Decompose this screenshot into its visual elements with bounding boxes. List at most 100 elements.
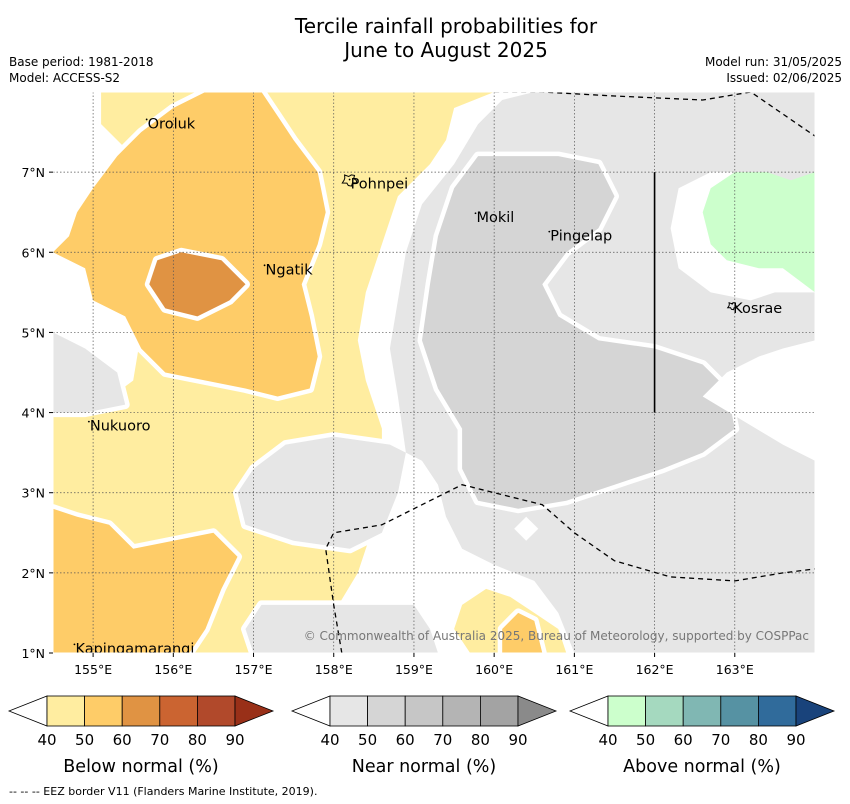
place-marker-nukuoro [87, 420, 90, 423]
legend-swatch-50 [367, 695, 406, 727]
legend-tick-label-60: 60 [674, 731, 693, 749]
legend-swatch-40 [329, 695, 368, 727]
x-tick-label-163: 163°E [716, 662, 754, 677]
model-name: Model: ACCESS-S2 [9, 71, 121, 85]
legend-extend-high [234, 695, 275, 727]
model-run: Model run: 31/05/2025 [704, 55, 842, 69]
x-tick-label-161: 161°E [555, 662, 593, 677]
legend-swatch-60 [121, 695, 161, 727]
legend-tick-label-50: 50 [358, 731, 377, 749]
x-tick-label-160: 160°E [475, 662, 513, 677]
region-near-40-9 [241, 600, 443, 653]
x-tick-label-158: 158°E [315, 662, 353, 677]
plot-area: Oroluk Pohnpei Mokil Pingelap Ngatik Kosrae Nu… [53, 92, 815, 657]
copyright-notice: © Commonwealth of Australia 2025, Bureau… [304, 629, 809, 643]
region-below-threshold-1 [702, 340, 815, 461]
title-line-2: June to August 2025 [344, 38, 548, 62]
legend-tick-label-80: 80 [471, 731, 490, 749]
legend-swatch-70 [159, 695, 198, 727]
legend-group-title: Near normal (%) [352, 757, 497, 777]
legend-swatch-50 [645, 695, 684, 727]
legend-swatch-80 [196, 695, 236, 727]
issued-date: Issued: 02/06/2025 [726, 71, 842, 85]
legend-extend-low [290, 695, 331, 727]
region-near-40-8 [53, 327, 130, 418]
region-diamond [514, 516, 539, 541]
y-tick-label-6: 6°N [21, 245, 45, 260]
legend-swatch-40 [46, 695, 85, 727]
legend-extend-low [7, 695, 48, 727]
place-marker-pingelap [548, 230, 551, 233]
legend-tick-label-90: 90 [786, 731, 805, 749]
legend-swatch-80 [479, 695, 519, 727]
place-marker-ngatik [263, 264, 266, 267]
x-tick-label-156: 156°E [154, 662, 192, 677]
legend-swatch-80 [758, 695, 797, 727]
legend-group-1: 40 50 60 70 80 90 Near normal (%) [290, 695, 558, 777]
legend-tick-label-60: 60 [113, 731, 132, 749]
place-label-ngatik: Ngatik [266, 262, 314, 278]
place-marker-kapingamarangi [73, 643, 76, 646]
place-marker-oroluk [145, 118, 148, 121]
legend-tick-label-90: 90 [508, 731, 527, 749]
legend-swatch-60 [682, 695, 722, 727]
place-marker-pohnpei [348, 178, 351, 181]
legend-tick-label-70: 70 [150, 731, 169, 749]
eez-border-0 [494, 92, 815, 137]
probability-map: Oroluk Pohnpei Mokil Pingelap Ngatik Kosrae Nu… [21, 91, 816, 677]
legend-tick-label-50: 50 [75, 731, 94, 749]
y-tick-label-1: 1°N [21, 646, 45, 661]
legend-tick-label-40: 40 [320, 731, 339, 749]
place-label-pohnpei: Pohnpei [351, 177, 409, 193]
legend-group-title: Below normal (%) [63, 757, 218, 777]
legend-tick-label-40: 40 [598, 731, 617, 749]
x-tick-label-162: 162°E [636, 662, 674, 677]
legend-tick-label-80: 80 [749, 731, 768, 749]
region-below-threshold-0 [53, 172, 78, 253]
eez-footnote: -- -- -- EEZ border V11 (Flanders Marine… [9, 785, 318, 798]
y-tick-label-5: 5°N [21, 325, 45, 340]
place-label-pingelap: Pingelap [550, 229, 612, 245]
legend-tick-label-70: 70 [711, 731, 730, 749]
base-period: Base period: 1981-2018 [9, 55, 154, 69]
x-tick-label-157: 157°E [235, 662, 273, 677]
eez-border-1 [325, 484, 815, 653]
region-below-50-4 [53, 504, 242, 653]
legend-tick-label-70: 70 [433, 731, 452, 749]
legend-tick-label-80: 80 [188, 731, 207, 749]
place-label-kosrae: Kosrae [733, 301, 782, 317]
legend-area: 40 50 60 70 80 90 Below normal (%) 40 50 60 70 80 90… [7, 695, 836, 777]
y-tick-label-4: 4°N [21, 406, 45, 421]
place-label-mokil: Mokil [477, 210, 515, 226]
island-outline-pohnpei [341, 174, 358, 187]
title-line-1: Tercile rainfall probabilities for [294, 14, 598, 38]
legend-extend-low [568, 695, 609, 727]
place-marker-mokil [474, 212, 477, 215]
plot-frame [52, 91, 816, 654]
legend-group-title: Above normal (%) [623, 757, 781, 777]
y-tick-label-2: 2°N [21, 566, 45, 581]
legend-group-0: 40 50 60 70 80 90 Below normal (%) [7, 695, 275, 777]
place-marker-kosrae [731, 302, 734, 305]
legend-layer: 40 50 60 70 80 90 Below normal (%) 40 50 60 70 80 90… [7, 695, 836, 777]
legend-extend-high [795, 695, 836, 727]
legend-extend-high [517, 695, 558, 727]
legend-tick-label-90: 90 [225, 731, 244, 749]
island-outline-kosrae [726, 301, 738, 311]
legend-swatch-50 [84, 695, 123, 727]
legend-swatch-60 [404, 695, 444, 727]
chart-title: Tercile rainfall probabilities for June … [0, 14, 850, 62]
y-tick-label-7: 7°N [21, 165, 45, 180]
y-tick-label-3: 3°N [21, 486, 45, 501]
region-below-50-5 [497, 608, 547, 653]
legend-tick-label-50: 50 [636, 731, 655, 749]
region-below-50-3 [53, 92, 331, 401]
place-label-oroluk: Oroluk [148, 116, 196, 132]
x-tick-label-159: 159°E [395, 662, 433, 677]
legend-swatch-70 [720, 695, 759, 727]
meta-left: Base period: 1981-2018 Model: ACCESS-S2 [9, 54, 154, 86]
region-above-40-0 [702, 172, 815, 293]
legend-tick-label-40: 40 [37, 731, 56, 749]
place-label-kapingamarangi: Kapingamarangi [75, 641, 194, 657]
legend-swatch-40 [607, 695, 646, 727]
